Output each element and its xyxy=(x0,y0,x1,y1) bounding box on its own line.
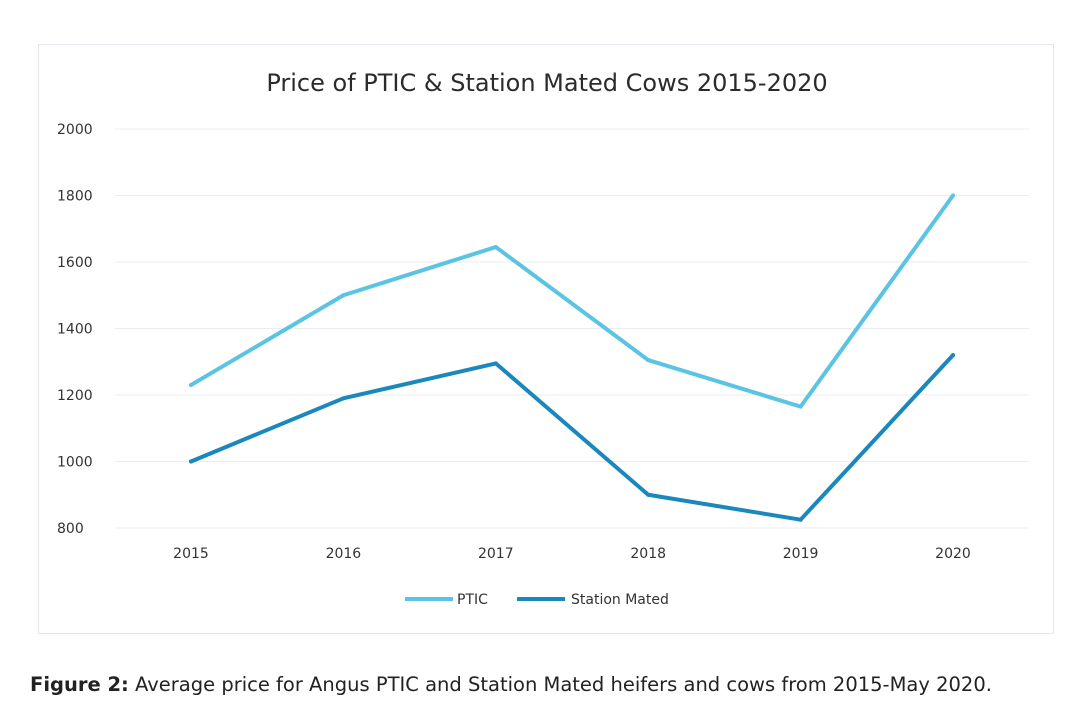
x-tick-label: 2020 xyxy=(935,546,971,562)
data-point xyxy=(951,193,955,198)
y-axis-ticks: 800 1000 1200 1400 1600 1800 2000 xyxy=(57,122,93,537)
x-tick-label: 2017 xyxy=(478,546,514,562)
legend-label: PTIC xyxy=(457,592,488,608)
x-tick-label: 2018 xyxy=(630,546,666,562)
data-point xyxy=(341,396,346,401)
y-tick-label: 1200 xyxy=(57,388,93,404)
chart-title: Price of PTIC & Station Mated Cows 2015-… xyxy=(266,69,827,97)
line-chart: Price of PTIC & Station Mated Cows 2015-… xyxy=(57,69,1029,608)
legend-label: Station Mated xyxy=(571,592,669,608)
x-axis-ticks: 2015 2016 2017 2018 2019 2020 xyxy=(173,546,971,562)
y-tick-label: 1000 xyxy=(57,455,93,471)
legend: PTIC Station Mated xyxy=(405,592,669,608)
data-point xyxy=(189,383,193,388)
data-point xyxy=(189,459,193,464)
data-point xyxy=(646,492,651,497)
y-tick-label: 1600 xyxy=(57,255,93,271)
y-tick-label: 1400 xyxy=(57,322,93,338)
y-tick-label: 1800 xyxy=(57,189,93,205)
series-lines xyxy=(189,193,955,522)
data-point xyxy=(341,293,346,298)
data-point xyxy=(493,361,498,366)
data-point xyxy=(951,353,955,358)
x-tick-label: 2015 xyxy=(173,546,209,562)
data-point xyxy=(798,517,803,522)
chart-frame: Price of PTIC & Station Mated Cows 2015-… xyxy=(38,44,1054,634)
series-line-ptic xyxy=(189,193,955,409)
y-tick-label: 2000 xyxy=(57,122,93,138)
data-point xyxy=(493,245,498,250)
series-line-station-mated xyxy=(189,353,955,522)
data-point xyxy=(798,404,803,409)
gridlines xyxy=(115,128,1029,529)
caption-label: Figure 2: xyxy=(30,673,129,696)
x-tick-label: 2016 xyxy=(326,546,362,562)
figure-caption: Figure 2: Average price for Angus PTIC a… xyxy=(30,673,992,696)
data-point xyxy=(646,358,651,363)
x-tick-label: 2019 xyxy=(783,546,819,562)
caption-text: Average price for Angus PTIC and Station… xyxy=(128,673,992,696)
y-tick-label: 800 xyxy=(57,521,84,537)
